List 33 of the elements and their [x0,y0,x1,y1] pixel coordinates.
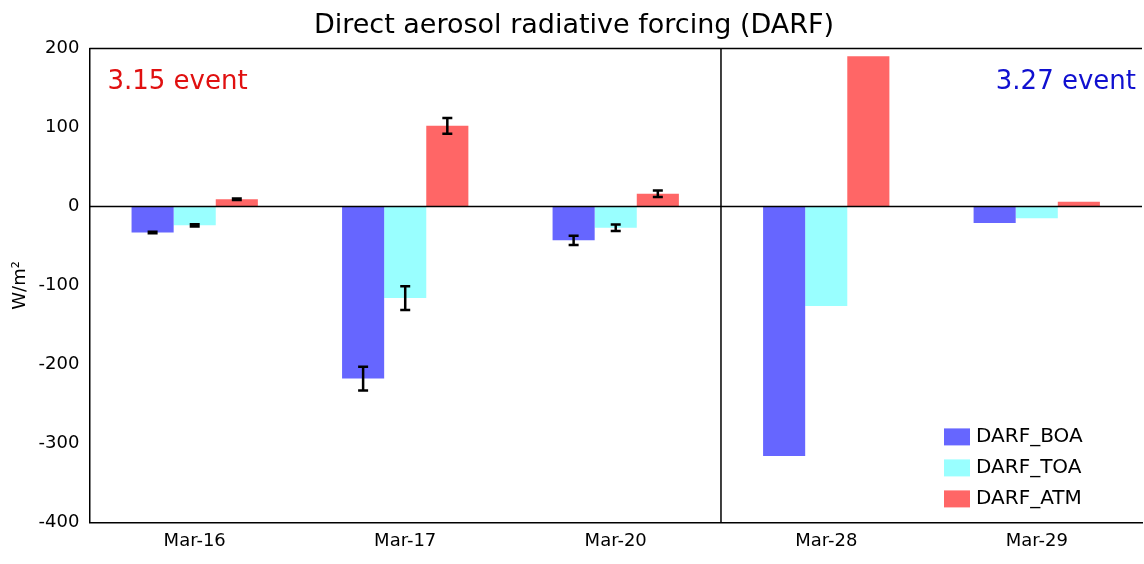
x-tick-label: Mar-16 [163,528,226,550]
x-tick-label: Mar-28 [795,528,858,550]
bar [594,206,637,228]
annotation: 3.27 event [995,65,1136,96]
y-tick-label: -300 [38,431,80,453]
bar [552,206,595,241]
y-tick-label: -400 [38,510,80,532]
bar [636,193,679,207]
y-tick-label: -200 [38,352,80,374]
bar [173,206,216,226]
chart-title: Direct aerosol radiative forcing (DARF) [313,8,835,40]
bar [384,206,427,299]
y-tick-label: 200 [45,36,80,58]
bar [763,206,806,457]
bar [426,125,469,207]
bar [973,206,1016,223]
legend-label: DARF_TOA [976,453,1082,478]
y-tick-label: 100 [45,115,80,137]
bar [847,56,890,207]
x-tick-label: Mar-20 [584,528,647,550]
y-tick-label: 0 [68,194,80,216]
bar [131,206,174,233]
bar [342,206,385,379]
legend-label: DARF_ATM [976,484,1082,509]
annotation: 3.15 event [107,65,248,96]
bar [215,199,258,207]
y-tick-label: -100 [38,273,80,295]
legend-label: DARF_BOA [976,422,1083,447]
bar [1015,206,1058,219]
bar [805,206,848,306]
x-tick-label: Mar-17 [374,528,437,550]
x-tick-label: Mar-29 [1005,528,1068,550]
y-axis-title: W/m² [8,261,30,310]
